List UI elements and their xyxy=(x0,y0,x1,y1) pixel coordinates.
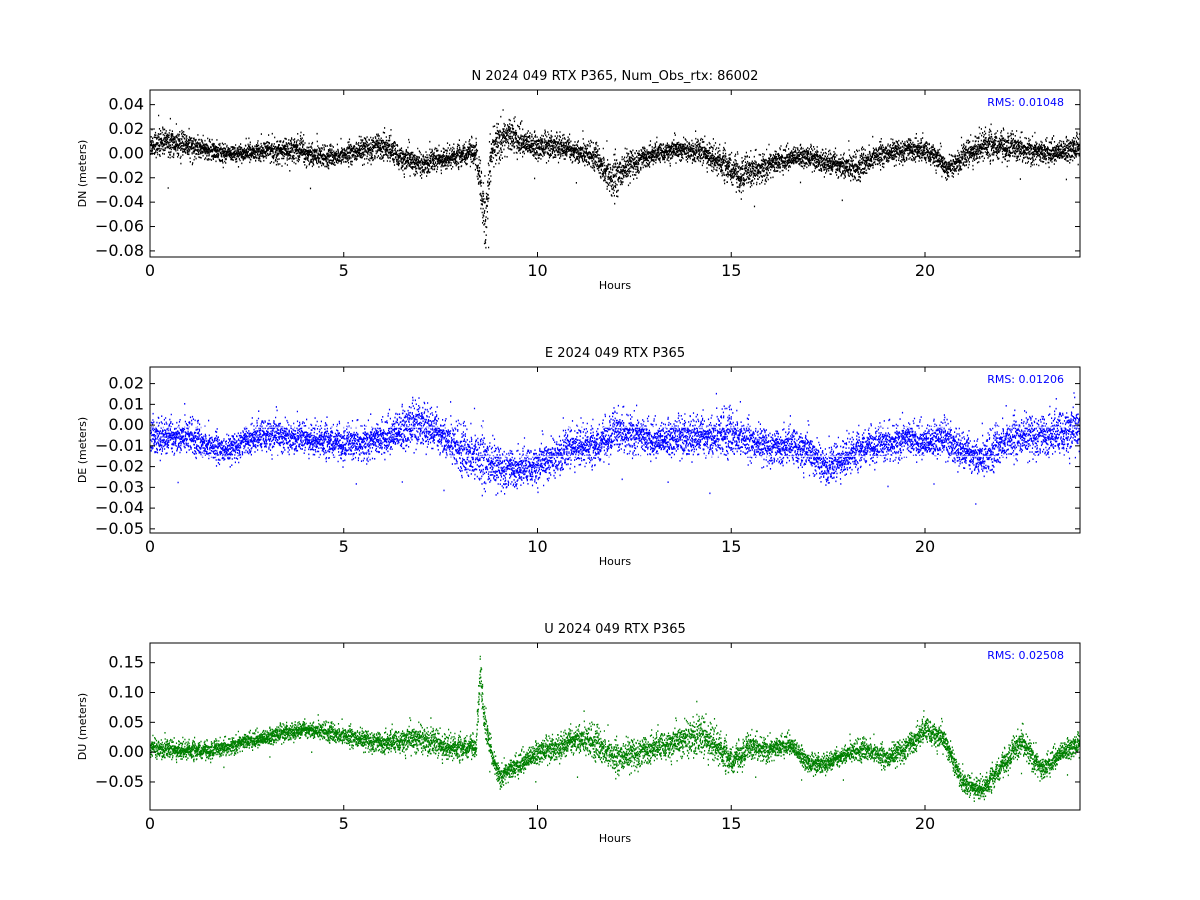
east-series-points xyxy=(150,392,1080,505)
up-y-axis-label: DU (meters) xyxy=(76,693,89,760)
north-series-points xyxy=(150,109,1080,249)
north-chart-title: N 2024 049 RTX P365, Num_Obs_rtx: 86002 xyxy=(472,69,759,84)
up-x-tick-label: 20 xyxy=(915,814,935,833)
up-series-points xyxy=(150,655,1080,802)
north-x-tick-label: 15 xyxy=(721,261,741,280)
east-x-tick-label: 15 xyxy=(721,537,741,556)
east-chart-title: E 2024 049 RTX P365 xyxy=(545,346,685,361)
up-y-tick-label: 0.15 xyxy=(108,653,144,672)
east-y-tick-label: −0.05 xyxy=(95,519,144,538)
up-x-tick-label: 10 xyxy=(527,814,547,833)
north-x-tick-label: 10 xyxy=(527,261,547,280)
east-x-tick-label: 10 xyxy=(527,537,547,556)
north-y-tick-label: 0.04 xyxy=(108,95,144,114)
east-y-tick-label: 0.00 xyxy=(108,415,144,434)
north-y-tick-label: 0.02 xyxy=(108,119,144,138)
east-x-tick-label: 0 xyxy=(145,537,155,556)
up-axes-frame xyxy=(149,642,1081,811)
north-x-tick-label: 0 xyxy=(145,261,155,280)
north-y-tick-label: −0.08 xyxy=(95,241,144,260)
east-y-tick-label: −0.02 xyxy=(95,457,144,476)
north-y-tick-label: 0.00 xyxy=(108,143,144,162)
east-panel: 0 5 10 15 20 0.020.01 0.00 −0.01 −0.02−0.03 −0.04… xyxy=(76,346,1081,568)
east-x-tick-label: 20 xyxy=(915,537,935,556)
east-y-axis-label: DE (meters) xyxy=(76,417,89,483)
north-data-points xyxy=(150,109,1080,249)
east-y-tick-label: 0.02 xyxy=(108,374,144,393)
up-y-tick-label: −0.05 xyxy=(95,772,144,791)
north-x-axis-label: Hours xyxy=(599,279,631,292)
north-axes-frame xyxy=(149,89,1081,258)
up-x-tick-label: 15 xyxy=(721,814,741,833)
up-panel: 0 5 10 15 20 0.15 0.10 0.05 0.00 −0.05 U 2024 049 … xyxy=(76,622,1081,845)
east-rms-annotation: RMS: 0.01206 xyxy=(987,373,1064,386)
up-x-tick-label: 5 xyxy=(339,814,349,833)
east-y-tick-label: −0.01 xyxy=(95,436,144,455)
up-x-tick-label: 0 xyxy=(145,814,155,833)
north-y-axis-label: DN (meters) xyxy=(76,140,89,208)
up-y-tick-label: 0.05 xyxy=(108,712,144,731)
up-y-tick-label: 0.10 xyxy=(108,683,144,702)
up-data-points xyxy=(150,655,1080,802)
up-chart-title: U 2024 049 RTX P365 xyxy=(544,622,686,637)
east-data-points xyxy=(150,392,1080,505)
east-y-tick-label: 0.01 xyxy=(108,394,144,413)
north-rms-annotation: RMS: 0.01048 xyxy=(987,96,1064,109)
east-x-tick-label: 5 xyxy=(339,537,349,556)
up-x-axis-label: Hours xyxy=(599,832,631,845)
north-y-tick-label: −0.02 xyxy=(95,168,144,187)
north-x-tick-label: 20 xyxy=(915,261,935,280)
east-y-tick-label: −0.04 xyxy=(95,498,144,517)
north-y-tick-label: −0.06 xyxy=(95,217,144,236)
up-rms-annotation: RMS: 0.02508 xyxy=(987,649,1064,662)
up-y-tick-label: 0.00 xyxy=(108,742,144,761)
east-y-tick-label: −0.03 xyxy=(95,477,144,496)
east-axes-frame xyxy=(149,366,1081,534)
north-panel: 0 5 10 15 20 0.04 0.02 0.00 −0.02 −0.04 −0.06 −0.08… xyxy=(76,69,1081,292)
east-x-axis-label: Hours xyxy=(599,555,631,568)
north-x-tick-label: 5 xyxy=(339,261,349,280)
north-y-tick-label: −0.04 xyxy=(95,192,144,211)
